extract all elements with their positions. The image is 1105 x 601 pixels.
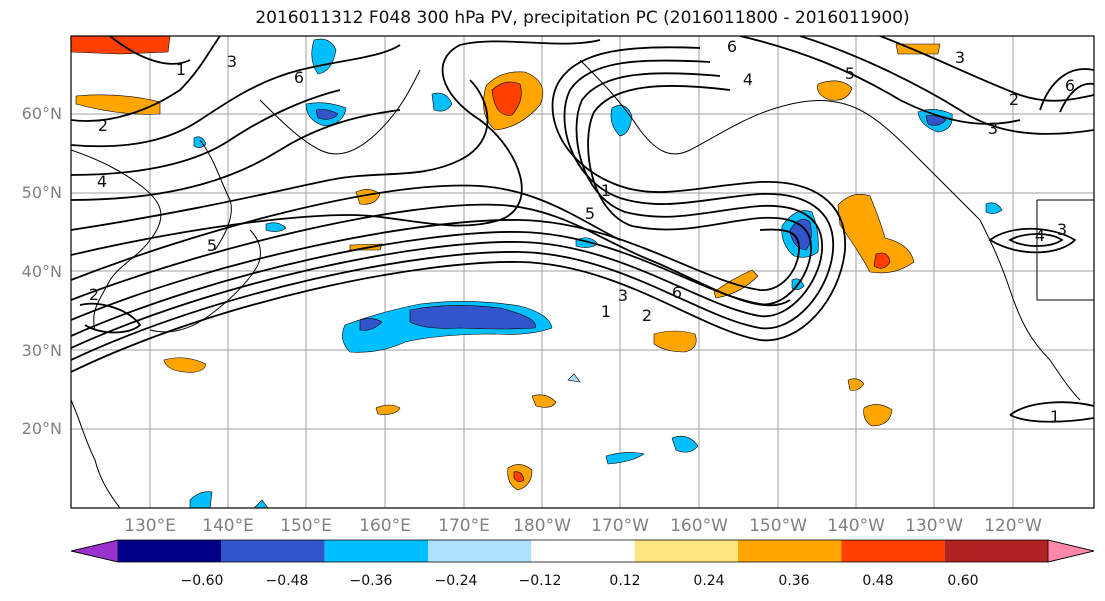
colorbar-segment — [841, 540, 945, 562]
contour-label: 6 — [1064, 76, 1076, 95]
contour-label: 3 — [1056, 220, 1068, 239]
lat-label-60n: 60°N — [21, 104, 62, 123]
contour-label: 1 — [600, 181, 612, 200]
contour-label: 6 — [293, 68, 305, 87]
colorbar-segment — [944, 540, 1048, 562]
precip-positive-areas — [71, 36, 941, 491]
colorbar-tick: 0.24 — [693, 573, 725, 589]
colorbar-segment — [738, 540, 842, 562]
contour-label: 4 — [96, 172, 108, 191]
map-title: 2016011312 F048 300 hPa PV, precipitatio… — [255, 8, 910, 28]
contour-label: 6 — [726, 37, 738, 56]
lon-label: 150°E — [280, 516, 332, 536]
colorbar-tick: 0.36 — [778, 573, 810, 589]
colorbar-segment — [531, 540, 635, 562]
map-frame — [70, 35, 1095, 509]
contour-label: 5 — [206, 236, 218, 255]
lon-label: 130°E — [124, 516, 176, 536]
contour-label: 1 — [1049, 407, 1061, 426]
contour-label: 3 — [617, 286, 629, 305]
colorbar-tick: 0.48 — [862, 573, 894, 589]
contour-label: 1 — [175, 60, 187, 79]
contour-label: 5 — [844, 64, 856, 83]
colorbar-extend-low — [70, 539, 119, 563]
colorbar-tick: −0.36 — [349, 573, 393, 589]
colorbar — [70, 539, 1095, 563]
colorbar-tick: −0.12 — [518, 573, 562, 589]
colorbar-tick: −0.60 — [180, 573, 224, 589]
contour-label: 3 — [987, 119, 999, 138]
colorbar-segment — [428, 540, 532, 562]
colorbar-extend-high — [1047, 539, 1095, 563]
lon-label: 160°E — [359, 516, 411, 536]
gridlines — [71, 36, 1094, 508]
contour-label: 3 — [226, 52, 238, 71]
contour-label: 3 — [954, 48, 966, 67]
colorbar-segment — [324, 540, 428, 562]
lat-label-40n: 40°N — [21, 262, 62, 281]
lon-label: 130°W — [905, 516, 963, 536]
lat-label-30n: 30°N — [21, 341, 62, 360]
contour-label: 4 — [1034, 226, 1046, 245]
lon-label: 160°W — [670, 516, 728, 536]
colorbar-tick: −0.24 — [434, 573, 478, 589]
lon-label: 140°E — [202, 516, 254, 536]
lon-label: 180°W — [513, 516, 571, 536]
lon-label: 120°W — [984, 516, 1042, 536]
lat-label-20n: 20°N — [21, 419, 62, 438]
lon-label: 140°W — [827, 516, 885, 536]
contour-label: 2 — [1008, 90, 1020, 109]
pv-contours — [71, 36, 1094, 423]
lat-label-50n: 50°N — [21, 183, 62, 202]
colorbar-segment — [221, 540, 325, 562]
contour-label: 5 — [584, 204, 596, 223]
colorbar-segment — [634, 540, 738, 562]
colorbar-segment — [118, 540, 222, 562]
contour-label: 6 — [671, 283, 683, 302]
contour-label: 2 — [97, 116, 109, 135]
colorbar-tick: 0.12 — [609, 573, 641, 589]
contour-label: 4 — [742, 70, 754, 89]
contour-label: 2 — [641, 306, 653, 325]
contour-label: 1 — [600, 302, 612, 321]
precip-negative-areas — [189, 38, 1003, 508]
lon-label: 170°W — [591, 516, 649, 536]
lon-label: 150°W — [749, 516, 807, 536]
colorbar-tick: 0.60 — [947, 573, 979, 589]
coastlines — [71, 59, 1094, 508]
lon-label: 170°E — [438, 516, 490, 536]
colorbar-tick: −0.48 — [265, 573, 309, 589]
colorbar-outline — [70, 539, 1095, 563]
contour-label: 2 — [88, 285, 100, 304]
